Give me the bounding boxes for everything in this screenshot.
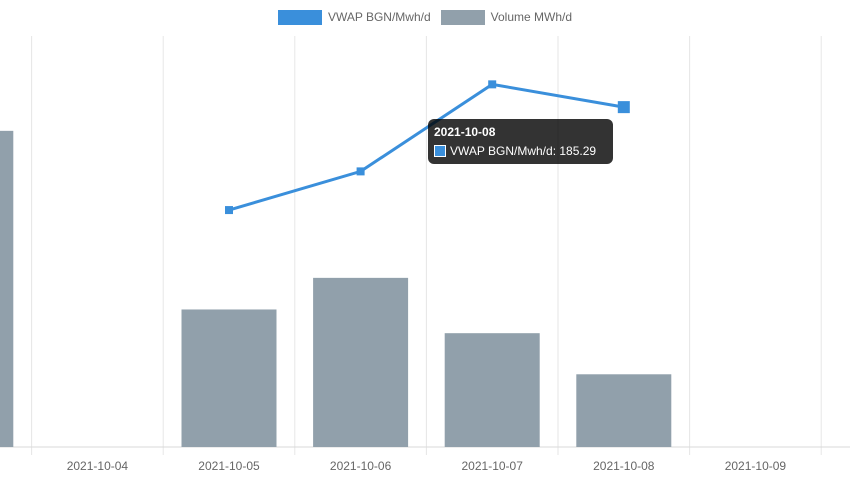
vwap-point bbox=[225, 206, 233, 215]
volume-bar bbox=[181, 309, 277, 447]
tooltip-label: VWAP BGN/Mwh/d: 185.29 bbox=[450, 144, 597, 158]
tooltip-swatch bbox=[434, 145, 446, 157]
legend-item-vwap[interactable]: VWAP BGN/Mwh/d bbox=[277, 9, 431, 25]
legend-label-volume: Volume MWh/d bbox=[490, 10, 573, 24]
tooltip: 2021-10-08 VWAP BGN/Mwh/d: 185.29 bbox=[428, 119, 613, 164]
vwap-point bbox=[617, 101, 630, 114]
x-tick-label: 2021-10-08 bbox=[593, 459, 655, 473]
volume-bar bbox=[313, 277, 409, 447]
tooltip-body: VWAP BGN/Mwh/d: 185.29 bbox=[434, 144, 607, 158]
volume-bar bbox=[576, 374, 672, 447]
tooltip-title: 2021-10-08 bbox=[434, 125, 496, 139]
legend-swatch-vwap bbox=[277, 9, 322, 25]
x-tick-label: 2021-10-04 bbox=[67, 459, 129, 473]
vwap-line bbox=[228, 82, 625, 212]
x-tick-label: 2021-10-07 bbox=[462, 459, 524, 473]
x-tick-label: 2021-10-05 bbox=[198, 459, 260, 473]
vwap-point bbox=[488, 80, 497, 89]
legend-swatch-volume bbox=[440, 9, 485, 25]
x-tick-label: 2021-10-06 bbox=[330, 459, 392, 473]
x-tick-label: 2021-10-09 bbox=[725, 459, 787, 473]
legend: VWAP BGN/Mwh/d Volume MWh/d bbox=[0, 9, 850, 25]
volume-bar bbox=[0, 130, 14, 447]
legend-label-vwap: VWAP BGN/Mwh/d bbox=[327, 10, 431, 24]
legend-item-volume[interactable]: Volume MWh/d bbox=[440, 9, 573, 25]
vwap-point bbox=[356, 167, 365, 176]
volume-bar bbox=[444, 333, 540, 447]
